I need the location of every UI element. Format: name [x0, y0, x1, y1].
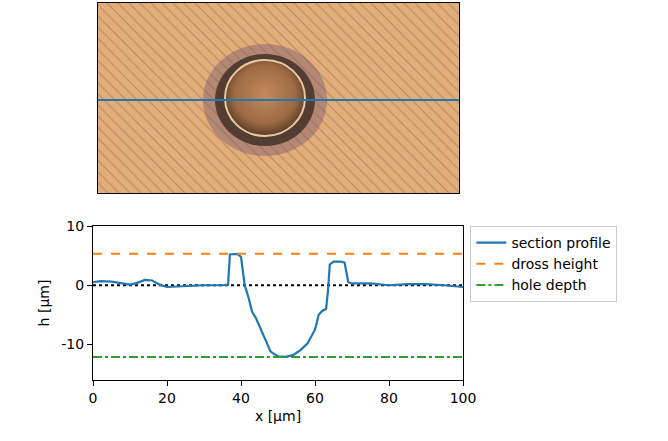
svg-text:-10: -10: [61, 336, 84, 352]
svg-text:80: 80: [380, 390, 398, 406]
svg-text:hole depth: hole depth: [511, 277, 586, 293]
svg-text:0: 0: [75, 277, 84, 293]
svg-text:dross height: dross height: [511, 256, 598, 272]
svg-text:40: 40: [232, 390, 250, 406]
svg-text:100: 100: [450, 390, 477, 406]
svg-text:20: 20: [158, 390, 176, 406]
svg-text:10: 10: [66, 218, 84, 234]
svg-text:x [μm]: x [μm]: [255, 408, 301, 424]
svg-text:60: 60: [306, 390, 324, 406]
svg-text:section profile: section profile: [511, 235, 610, 251]
svg-text:0: 0: [89, 390, 98, 406]
svg-text:h [μm]: h [μm]: [36, 280, 52, 327]
